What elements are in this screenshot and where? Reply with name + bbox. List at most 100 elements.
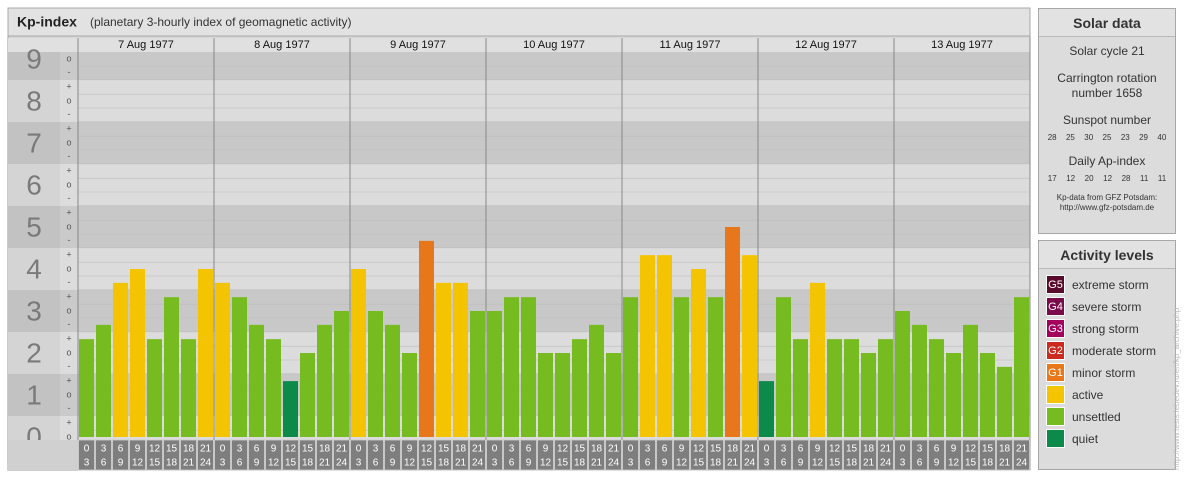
hour-cell (214, 439, 231, 471)
y-tick-label: 2 (26, 337, 42, 368)
day-label: 11 Aug 1977 (660, 39, 721, 51)
bar (572, 339, 587, 437)
day-label: 7 Aug 1977 (118, 39, 174, 51)
hour-start: 21 (200, 444, 212, 455)
bar (181, 339, 196, 437)
hour-end: 9 (118, 458, 124, 469)
hour-start: 18 (455, 444, 467, 455)
bar (164, 297, 179, 437)
legend-item: G3 strong storm (1046, 319, 1175, 338)
hour-cell (248, 439, 265, 471)
legend-swatch: G1 (1046, 363, 1065, 382)
bar (742, 255, 757, 437)
hour-cell (928, 439, 945, 471)
ap-value: 12 (1103, 174, 1113, 183)
bar (810, 282, 825, 437)
digit-band (8, 122, 60, 164)
hour-start: 0 (764, 444, 770, 455)
y-tick-label: 9 (26, 43, 42, 74)
hour-end: 6 (101, 458, 107, 469)
hour-start: 21 (336, 444, 348, 455)
bar (385, 324, 400, 437)
hour-start: 15 (846, 444, 858, 455)
hour-cell (622, 439, 639, 471)
legend-swatch (1046, 407, 1065, 426)
minor-tick-label: - (68, 151, 71, 161)
hour-end: 9 (390, 458, 396, 469)
hour-start: 0 (84, 444, 90, 455)
hour-start: 0 (220, 444, 226, 455)
hour-start: 6 (118, 444, 124, 455)
minor-tick-label: + (66, 418, 71, 428)
bar (691, 269, 706, 437)
bottom-left (8, 440, 78, 470)
hour-cell (911, 439, 928, 471)
sunspot-value: 25 (1065, 133, 1075, 142)
digit-band (8, 374, 60, 416)
legend-label: minor storm (1072, 365, 1136, 380)
hour-end: 24 (880, 458, 892, 469)
hour-cell (877, 439, 894, 471)
hour-start: 3 (101, 444, 107, 455)
hour-start: 12 (149, 444, 161, 455)
ap-value: 12 (1066, 174, 1076, 183)
bar (470, 311, 485, 437)
hour-start: 3 (917, 444, 923, 455)
watermark: http://www.tesis.lebedev.ru/en/kp_archiv… (1172, 307, 1181, 470)
hour-cell (673, 439, 690, 471)
legend-label: strong storm (1072, 321, 1139, 336)
hour-end: 6 (917, 458, 923, 469)
bar (640, 255, 655, 437)
sunspot-value: 30 (1084, 133, 1094, 142)
minor-tick-label: - (68, 319, 71, 329)
hour-start: 15 (710, 444, 722, 455)
sunspot-value: 28 (1047, 133, 1057, 142)
hour-cell (1013, 439, 1030, 471)
bar (215, 282, 230, 437)
bar (895, 311, 910, 437)
hour-cell (707, 439, 724, 471)
hour-start: 9 (407, 444, 413, 455)
hour-cell (843, 439, 860, 471)
hour-end: 6 (645, 458, 651, 469)
bar (504, 297, 519, 437)
minor-tick-label: - (68, 235, 71, 245)
legend-label: severe storm (1072, 299, 1142, 314)
legend-item: G2 moderate storm (1046, 341, 1175, 360)
bar (606, 353, 621, 437)
hour-cell (588, 439, 605, 471)
header-row (8, 38, 1030, 52)
day-label: 8 Aug 1977 (254, 39, 310, 51)
hour-end: 18 (574, 458, 586, 469)
sunspot-label: Sunspot number (1062, 113, 1152, 127)
hour-start: 18 (727, 444, 739, 455)
bar (776, 297, 791, 437)
hour-start: 15 (438, 444, 450, 455)
hour-end: 3 (356, 458, 362, 469)
ap-value: 11 (1157, 174, 1167, 183)
bar (266, 339, 281, 437)
hour-start: 21 (880, 444, 892, 455)
hour-end: 21 (183, 458, 195, 469)
bar (300, 353, 315, 437)
legend-label: unsettled (1072, 409, 1121, 424)
hour-cell (775, 439, 792, 471)
hour-end: 9 (254, 458, 260, 469)
minor-tick-label: + (66, 376, 71, 386)
hour-end: 24 (472, 458, 484, 469)
hour-cell (316, 439, 333, 471)
legend-swatch: G4 (1046, 297, 1065, 316)
hour-cell (333, 439, 350, 471)
hour-start: 12 (829, 444, 841, 455)
minor-tick-label: + (66, 334, 71, 344)
hour-end: 3 (628, 458, 634, 469)
hour-start: 3 (509, 444, 515, 455)
bar (79, 339, 94, 437)
sign-band (60, 416, 78, 440)
hour-end: 15 (829, 458, 841, 469)
hour-start: 9 (951, 444, 957, 455)
y-tick-label: 3 (26, 295, 42, 326)
hour-start: 0 (628, 444, 634, 455)
hour-end: 24 (608, 458, 620, 469)
